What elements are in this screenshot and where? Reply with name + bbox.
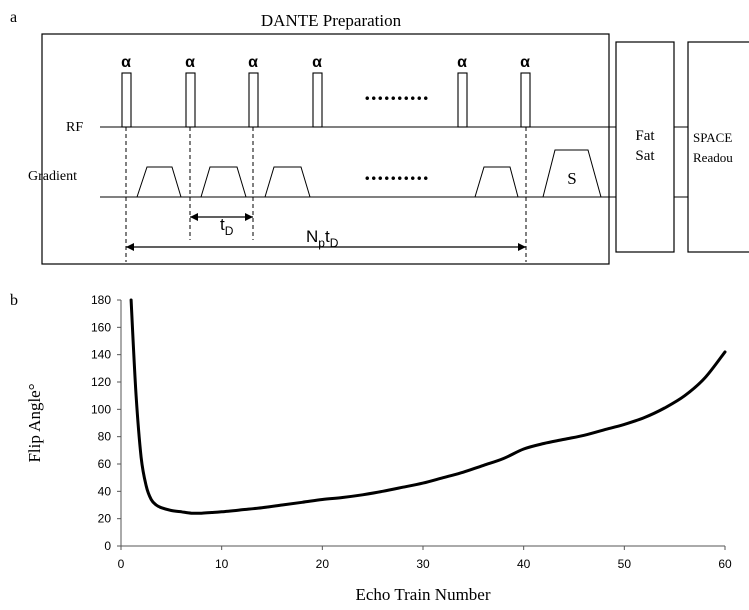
rf-pulse [185,72,196,128]
rf-pulse [248,72,259,128]
space-readout-box [687,41,749,253]
y-tick-label: 80 [98,430,112,444]
x-axis-title: Echo Train Number [355,585,490,604]
fat-sat-line1: Fat [635,128,655,144]
rf-pulse [121,72,132,128]
y-axis-title: Flip Angle° [25,383,44,462]
spoiler-label: S [567,169,576,188]
panel-b-label: b [10,292,18,309]
fat-sat-line2: Sat [635,148,655,164]
fat-sat-box [615,41,675,253]
y-tick-label: 60 [98,457,112,471]
rf-pulse [457,72,468,128]
space-line2: Readou [693,150,733,165]
x-tick-label: 50 [618,557,632,571]
space-line1: SPACE [693,130,732,145]
gradient-lobe [136,166,182,198]
gradient-lobe [264,166,311,198]
alpha-label: α [312,54,322,71]
x-tick-label: 60 [718,557,732,571]
alpha-label: α [121,54,131,71]
gradient-lobe [474,166,519,198]
panel-a-label: a [10,9,17,26]
flip-angle-series-line [129,298,727,515]
y-tick-label: 100 [91,402,111,416]
td-arrow [190,213,253,221]
td-label: tD [220,215,234,238]
alpha-label: α [457,54,467,71]
x-tick-label: 10 [215,557,229,571]
rf-ellipsis: .......... [365,80,430,105]
gradient-lobe [200,166,247,198]
series-layer [129,298,727,515]
nptd-arrow [126,243,526,251]
spoiler-gradient [542,149,602,198]
nptd-label: NptD [306,227,339,250]
x-tick-label: 40 [517,557,531,571]
dante-title: DANTE Preparation [261,11,402,30]
rf-label: RF [66,120,83,135]
rf-pulse [520,72,531,128]
y-tick-label: 140 [91,348,111,362]
y-axis: 0 20 40 60 80 100 120 140 160 180 [91,293,122,553]
x-tick-label: 20 [316,557,330,571]
y-tick-label: 40 [98,484,112,498]
y-tick-label: 120 [91,375,111,389]
y-tick-label: 0 [104,539,111,553]
y-tick-label: 20 [98,512,112,526]
gradient-label: Gradient [28,169,77,184]
y-tick-label: 160 [91,320,111,334]
x-axis: 0 10 20 30 40 50 60 [118,545,732,571]
alpha-label: α [520,54,530,71]
alpha-label: α [248,54,258,71]
rf-pulse [312,72,323,128]
x-tick-label: 0 [118,557,125,571]
y-tick-label: 180 [91,293,111,307]
flip-angle-chart: 0 20 40 60 80 100 120 140 160 180 0 10 20 30 40 50 60 [91,293,732,571]
x-tick-label: 30 [416,557,430,571]
gradient-ellipsis: .......... [365,160,430,185]
dante-box [41,33,610,265]
alpha-label: α [185,54,195,71]
